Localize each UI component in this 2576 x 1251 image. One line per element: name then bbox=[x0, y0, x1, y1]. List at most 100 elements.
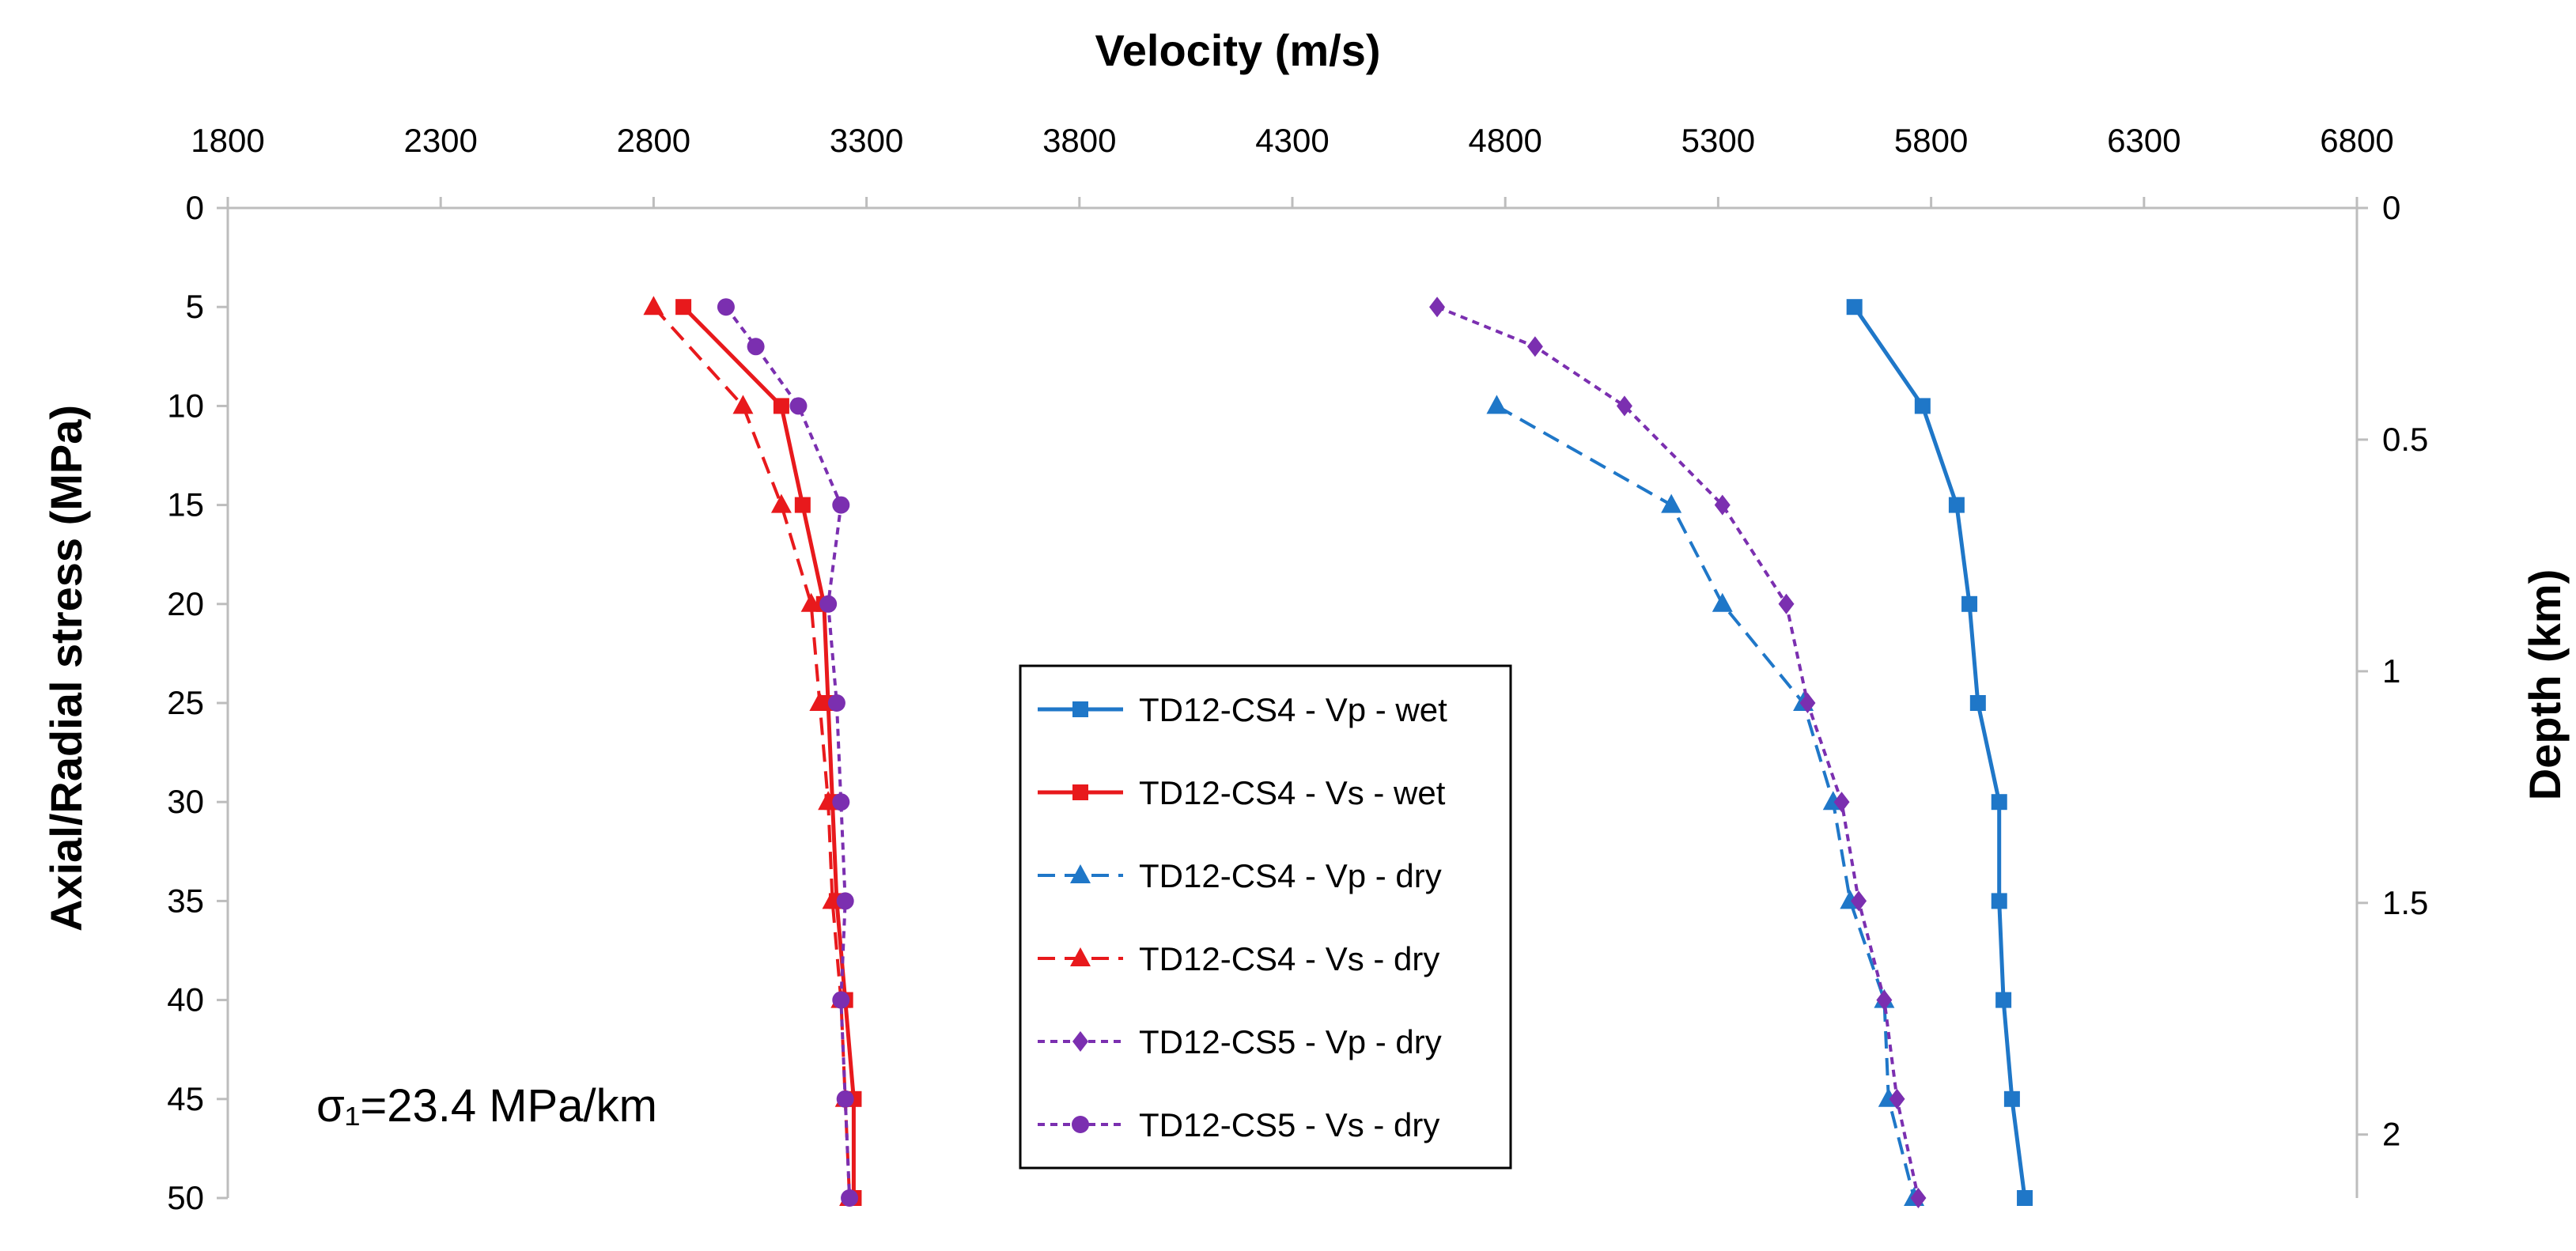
legend-label: TD12-CS4 - Vs - wet bbox=[1139, 774, 1446, 811]
square-marker bbox=[2003, 1090, 2020, 1107]
legend-item: TD12-CS5 - Vs - dry bbox=[1038, 1106, 1439, 1143]
y2-tick-label: 0 bbox=[2382, 189, 2400, 226]
circle-marker bbox=[789, 397, 808, 415]
x-tick-label: 2300 bbox=[403, 122, 477, 159]
y-tick-label: 30 bbox=[167, 783, 204, 820]
diamond-marker bbox=[1616, 395, 1632, 417]
square-marker bbox=[794, 497, 811, 513]
legend-item: TD12-CS4 - Vs - dry bbox=[1038, 940, 1439, 977]
triangle-marker bbox=[732, 395, 754, 414]
diamond-marker bbox=[1851, 890, 1867, 912]
x-tick-label: 6300 bbox=[2107, 122, 2181, 159]
diamond-marker bbox=[1429, 297, 1446, 318]
circle-marker bbox=[1072, 1116, 1089, 1133]
y-tick-label: 35 bbox=[167, 882, 204, 919]
axes-layer: 1800 2300 2800 3300 3800 4300 4800 5300 5800 6300… bbox=[167, 122, 2428, 1216]
square-marker bbox=[773, 398, 789, 414]
x-tick-label: 3800 bbox=[1042, 122, 1116, 159]
y-tick-label: 20 bbox=[167, 585, 204, 622]
series-line bbox=[724, 305, 852, 1199]
triangle-marker bbox=[1712, 592, 1733, 612]
square-marker bbox=[2017, 1190, 2033, 1206]
legend-label: TD12-CS4 - Vs - dry bbox=[1139, 940, 1439, 977]
x-tick-label: 4800 bbox=[1468, 122, 1541, 159]
circle-marker bbox=[832, 496, 850, 514]
series-group bbox=[717, 298, 859, 1207]
square-marker bbox=[1991, 794, 2007, 811]
square-marker bbox=[1969, 695, 1986, 711]
series-group bbox=[1429, 297, 1927, 1208]
legend-label: TD12-CS5 - Vs - dry bbox=[1139, 1106, 1439, 1143]
y2-tick-label: 2 bbox=[2382, 1116, 2400, 1153]
y-tick-label: 0 bbox=[186, 189, 204, 226]
y-tick-label: 50 bbox=[167, 1179, 204, 1216]
y-tick-label: 15 bbox=[167, 486, 204, 523]
legend-box bbox=[1019, 664, 1512, 1170]
x-tick-label: 5300 bbox=[1681, 122, 1755, 159]
diamond-marker bbox=[1526, 336, 1543, 357]
y-axis-title: Axial/Radial stress (MPa) bbox=[41, 405, 91, 932]
square-marker bbox=[1846, 299, 1863, 316]
legend-item: TD12-CS4 - Vp - wet bbox=[1038, 691, 1447, 728]
y2-tick-label: 1 bbox=[2382, 652, 2400, 690]
square-marker bbox=[1948, 497, 1965, 513]
series-group bbox=[643, 296, 861, 1206]
triangle-marker bbox=[1070, 864, 1091, 883]
diamond-marker bbox=[1072, 1031, 1088, 1052]
y2-tick-label: 0.5 bbox=[2382, 421, 2428, 458]
y-tick-label: 10 bbox=[167, 387, 204, 424]
diamond-marker bbox=[1833, 792, 1850, 813]
triangle-marker bbox=[643, 296, 664, 316]
circle-marker bbox=[841, 1189, 859, 1207]
diamond-marker bbox=[1778, 593, 1795, 614]
series-line bbox=[1852, 305, 2027, 1199]
series-group bbox=[1846, 299, 2033, 1206]
circle-marker bbox=[717, 298, 735, 316]
triangle-marker bbox=[800, 592, 822, 612]
triangle-marker bbox=[809, 692, 830, 711]
x-axis-title: Velocity (m/s) bbox=[1095, 25, 1380, 75]
triangle-marker bbox=[1070, 947, 1091, 966]
diamond-marker bbox=[1889, 1088, 1905, 1109]
series-group bbox=[675, 299, 862, 1206]
triangle-marker bbox=[1486, 395, 1507, 414]
y2-tick-label: 1.5 bbox=[2382, 884, 2428, 921]
square-marker bbox=[1914, 398, 1931, 414]
circle-marker bbox=[832, 991, 850, 1009]
series-layer bbox=[643, 296, 2033, 1208]
circle-marker bbox=[747, 338, 765, 356]
diamond-marker bbox=[1714, 494, 1731, 516]
diamond-marker bbox=[1876, 989, 1893, 1011]
legend-item: TD12-CS4 - Vs - wet bbox=[1038, 774, 1446, 811]
y-tick-label: 25 bbox=[167, 684, 204, 721]
diamond-marker bbox=[1799, 693, 1816, 713]
legend-label: TD12-CS5 - Vp - dry bbox=[1139, 1023, 1442, 1060]
x-tick-label: 1800 bbox=[191, 122, 264, 159]
series-line bbox=[652, 305, 852, 1199]
square-marker bbox=[1991, 893, 2007, 909]
legend-label: TD12-CS4 - Vp - wet bbox=[1139, 691, 1447, 728]
legend: TD12-CS4 - Vp - wet TD12-CS4 - Vs - wet TD… bbox=[1019, 664, 1512, 1170]
square-marker bbox=[1072, 701, 1088, 717]
triangle-marker bbox=[1661, 493, 1682, 513]
series-line bbox=[1496, 404, 1916, 1199]
series-line bbox=[682, 305, 856, 1198]
legend-label: TD12-CS4 - Vp - dry bbox=[1139, 857, 1442, 894]
diamond-marker bbox=[1910, 1188, 1927, 1208]
y-tick-label: 45 bbox=[167, 1080, 204, 1117]
triangle-marker bbox=[770, 493, 792, 513]
square-marker bbox=[1961, 595, 1978, 612]
x-tick-label: 5800 bbox=[1894, 122, 1968, 159]
legend-item: TD12-CS4 - Vp - dry bbox=[1038, 857, 1442, 894]
circle-marker bbox=[827, 694, 845, 712]
circle-marker bbox=[832, 793, 850, 811]
series-group bbox=[1486, 395, 1925, 1206]
x-tick-label: 3300 bbox=[830, 122, 903, 159]
x-tick-label: 2800 bbox=[617, 122, 690, 159]
y-tick-label: 5 bbox=[186, 288, 204, 325]
square-marker bbox=[1995, 992, 2012, 1008]
y-tick-label: 40 bbox=[167, 981, 204, 1019]
legend-item: TD12-CS5 - Vp - dry bbox=[1038, 1023, 1442, 1060]
